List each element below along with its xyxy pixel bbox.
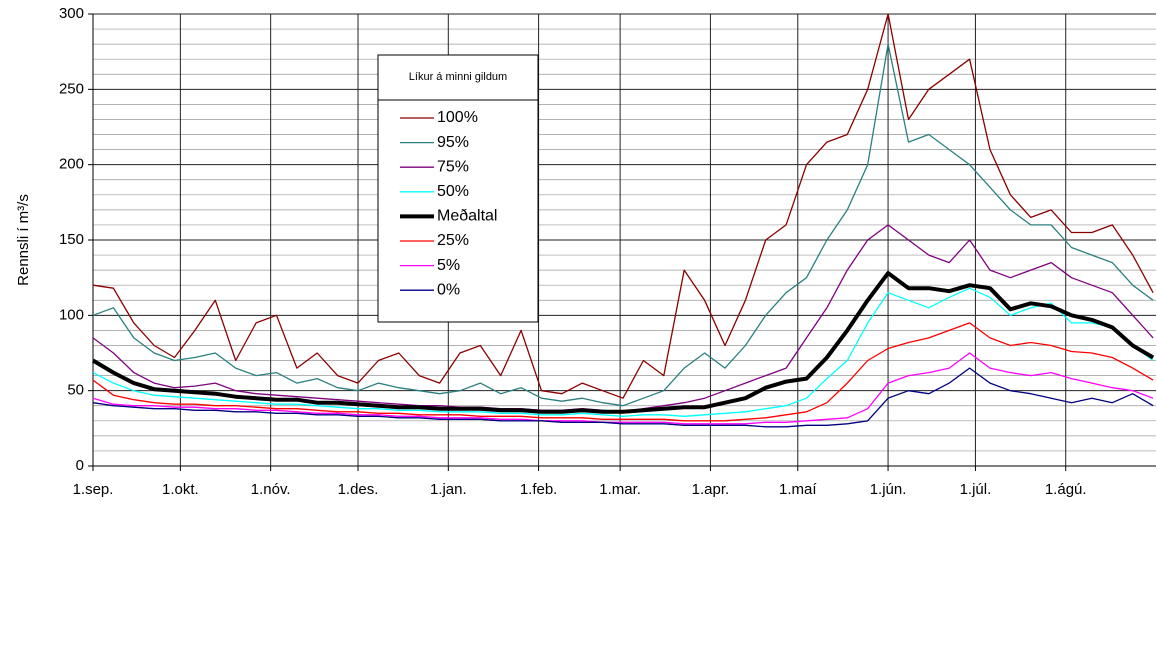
legend-label: 100% (437, 109, 478, 126)
legend-label: 25% (437, 232, 469, 249)
y-tick-label: 300 (59, 5, 84, 22)
series-line (92, 322, 1154, 422)
legend-label: Meðaltal (437, 208, 497, 225)
legend-title-box (377, 54, 539, 101)
legend-label: 0% (437, 281, 460, 298)
legend-box (377, 99, 539, 323)
y-axis-label: Rennsli í m³/s (15, 194, 32, 286)
x-tick-label: 1.maí (779, 481, 817, 498)
x-tick-label: 1.okt. (162, 481, 199, 498)
y-tick-label: 250 (59, 80, 84, 97)
series-line (92, 13, 1154, 399)
legend-label: 75% (437, 158, 469, 175)
legend-label: 50% (437, 183, 469, 200)
legend-label: 5% (437, 257, 460, 274)
series-line (91, 271, 1155, 414)
legend-title: Líkur á minni gildum (409, 71, 507, 83)
x-tick-label: 1.mar. (599, 481, 641, 498)
y-tick-label: 50 (67, 382, 84, 399)
x-tick-label: 1.des. (338, 481, 379, 498)
x-tick-label: 1.júl. (960, 481, 992, 498)
x-tick-label: 1.feb. (520, 481, 558, 498)
x-tick-label: 1.apr. (692, 481, 730, 498)
series-line (92, 367, 1154, 428)
y-tick-label: 100 (59, 306, 84, 323)
series-line (92, 224, 1154, 413)
x-tick-label: 1.nóv. (251, 481, 291, 498)
x-tick-label: 1.ágú. (1045, 481, 1087, 498)
y-tick-label: 150 (59, 231, 84, 248)
series-line (92, 287, 1154, 417)
x-tick-label: 1.jan. (430, 481, 467, 498)
series-line (92, 43, 1154, 407)
x-tick-label: 1.sep. (73, 481, 114, 498)
y-tick-label: 200 (59, 156, 84, 173)
legend-label: 95% (437, 134, 469, 151)
x-tick-label: 1.jún. (870, 481, 907, 498)
y-tick-label: 0 (76, 457, 84, 474)
series-line (92, 352, 1154, 425)
